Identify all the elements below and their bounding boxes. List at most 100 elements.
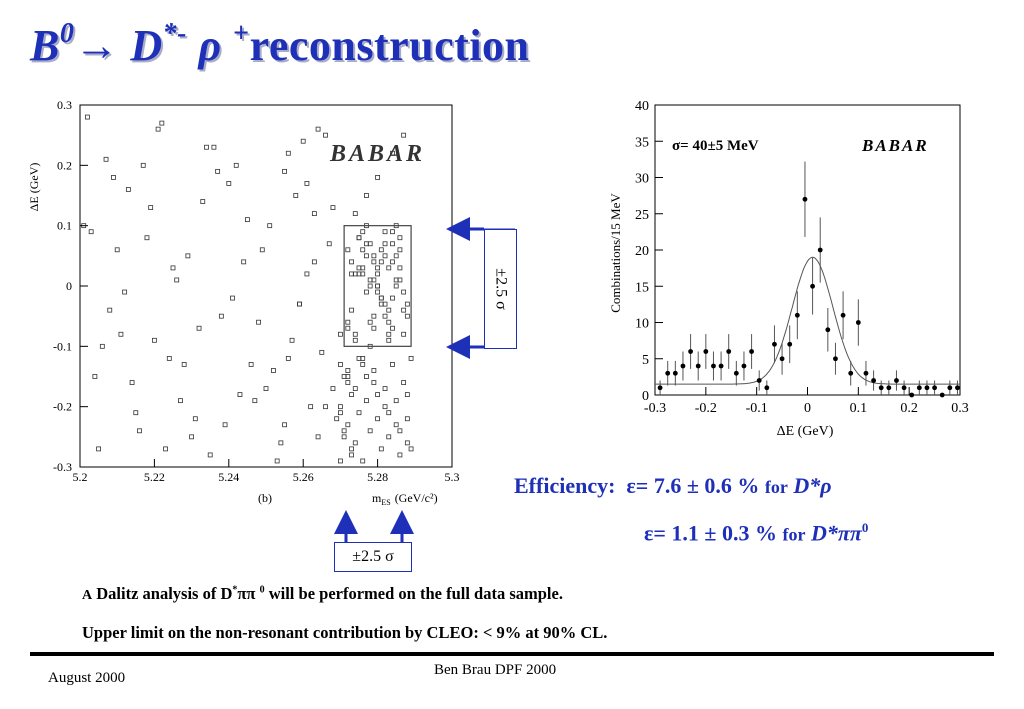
scatter-point [364, 253, 369, 259]
scatter-y-axis-label: ΔE (GeV) [27, 163, 41, 212]
scatter-point [107, 307, 113, 313]
scatter-x-tick-label: 5.2 [73, 470, 88, 484]
hist-y-tick-label: 10 [635, 317, 649, 332]
scatter-point [390, 150, 395, 156]
hist-x-axis-label: ΔE (GeV) [777, 424, 834, 439]
hist-point [886, 385, 892, 391]
hist-points [657, 161, 960, 398]
scatter-point [122, 289, 128, 295]
title-arrow: → [74, 21, 119, 70]
scatter-point [326, 241, 332, 247]
hist-point [878, 385, 884, 391]
signal-box [343, 225, 412, 347]
scatter-point [382, 404, 388, 410]
scatter-point [189, 434, 195, 440]
scatter-point [226, 181, 232, 186]
scatter-point [390, 325, 395, 331]
scatter-point [345, 319, 351, 325]
scatter-y-tick-label: 0.2 [57, 158, 72, 172]
scatter-point [386, 410, 392, 416]
scatter-point [352, 337, 358, 343]
scatter-point [271, 368, 276, 373]
hist-y-tick-label: 35 [635, 135, 649, 150]
sigma-annotation: σ= 40±5 MeV [672, 138, 759, 154]
scatter-point [401, 331, 407, 337]
scatter-point [140, 162, 146, 168]
scatter-point [345, 422, 351, 428]
scatter-point [345, 247, 351, 253]
scatter-point [337, 331, 343, 337]
scatter-point [386, 434, 392, 440]
scatter-point [259, 247, 265, 253]
scatter-point [375, 271, 381, 277]
scatter-point [367, 428, 373, 434]
title-word: reconstruction [249, 21, 530, 70]
scatter-point [285, 355, 291, 361]
scatter-point [304, 181, 310, 186]
scatter-point [252, 398, 258, 404]
efficiency-channel-1: D*ρ [793, 473, 832, 498]
scatter-point [371, 368, 377, 373]
scatter-point [408, 446, 414, 452]
note-dalitz: A Dalitz analysis of D*ππ 0 will be perf… [82, 584, 563, 603]
scatter-point [129, 380, 135, 385]
hist-point [749, 349, 754, 354]
hist-point [741, 363, 747, 369]
scatter-point [386, 331, 392, 337]
scatter-point [356, 265, 362, 271]
scatter-point [364, 289, 369, 295]
scatter-point [315, 434, 321, 440]
scatter-y-tick-label: -0.3 [53, 460, 72, 474]
scatter-point [337, 362, 343, 367]
scatter-point [360, 362, 366, 367]
scatter-point [181, 362, 187, 367]
scatter-point [248, 362, 254, 367]
scatter-point [92, 374, 98, 379]
scatter-point [390, 241, 395, 247]
scatter-point [393, 253, 399, 259]
hist-point [825, 327, 831, 333]
hist-point [947, 385, 953, 391]
hist-point [718, 363, 724, 369]
efficiency-line-2: ε= 1.1 ± 0.3 % for D*ππ0 [644, 520, 868, 546]
scatter-point [356, 355, 362, 361]
scatter-point [397, 247, 403, 253]
hist-point [924, 385, 930, 391]
hist-x-tick-label: -0.3 [644, 401, 666, 416]
scatter-point [99, 343, 105, 349]
scatter-x-tick-label: 5.24 [218, 470, 239, 484]
scatter-point [118, 331, 124, 337]
scatter-point [114, 247, 120, 253]
hist-point [909, 392, 915, 398]
scatter-point [404, 301, 410, 307]
hist-y-axis-label: Combinations/15 MeV [608, 193, 623, 313]
hist-y-tick-label: 20 [635, 244, 649, 259]
scatter-point [278, 440, 284, 446]
hist-axes: -0.3 -0.2 -0.1 0 0.1 0.2 0.3 0 5 10 15 20 25 30 35 40 [635, 99, 969, 416]
scatter-point [401, 380, 407, 385]
scatter-point [341, 428, 347, 434]
sigma-box-bottom: ±2.5 σ [334, 542, 412, 572]
hist-x-tick-label: 0 [804, 401, 811, 416]
scatter-point [397, 277, 403, 283]
scatter-point [397, 428, 403, 434]
scatter-point [371, 259, 377, 265]
fit-curve [655, 256, 960, 385]
scatter-point [397, 265, 403, 271]
scatter-point [360, 247, 366, 253]
scatter-x-tick-label: 5.28 [367, 470, 388, 484]
scatter-point [222, 422, 228, 428]
scatter-point [337, 458, 343, 464]
scatter-point [349, 452, 354, 458]
efficiency-label: Efficiency: [514, 473, 616, 498]
scatter-point [401, 289, 407, 295]
hist-point [802, 196, 808, 202]
hist-point [688, 349, 693, 354]
scatter-point [382, 313, 388, 319]
scatter-point [237, 392, 243, 398]
hist-point [863, 370, 869, 376]
scatter-points [81, 114, 414, 464]
hist-x-tick-label: 0.1 [850, 401, 868, 416]
scatter-point [215, 168, 221, 174]
scatter-point [297, 301, 302, 307]
